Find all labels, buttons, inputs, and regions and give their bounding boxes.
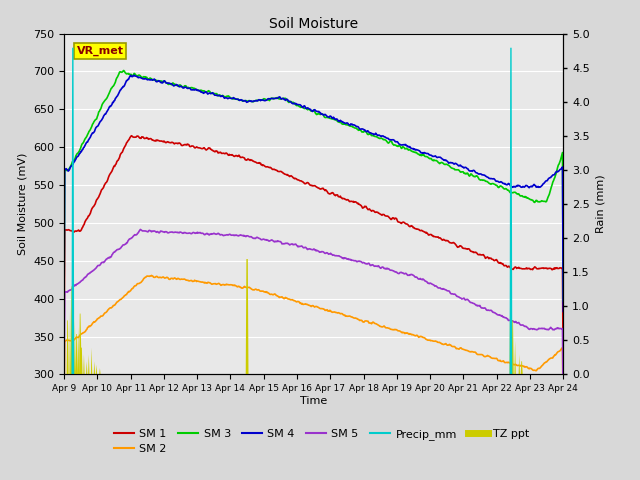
X-axis label: Time: Time xyxy=(300,396,327,406)
SM 4 xyxy=(198,90,206,96)
SM 2 xyxy=(172,276,180,282)
SM 4 xyxy=(374,132,382,138)
SM 3 xyxy=(69,158,77,164)
SM 3 xyxy=(374,135,382,141)
SM 4 xyxy=(389,137,397,143)
Line: SM 1: SM 1 xyxy=(64,136,563,380)
SM 4 xyxy=(559,309,567,314)
SM 2 xyxy=(60,425,68,431)
SM 2 xyxy=(69,337,77,343)
SM 4 xyxy=(131,72,138,78)
Text: VR_met: VR_met xyxy=(77,46,124,56)
SM 3 xyxy=(60,310,68,316)
SM 2 xyxy=(198,279,206,285)
SM 2 xyxy=(148,273,156,278)
SM 1 xyxy=(559,377,567,383)
SM 5 xyxy=(198,230,206,236)
SM 3 xyxy=(121,70,129,75)
SM 1 xyxy=(60,351,68,357)
Title: Soil Moisture: Soil Moisture xyxy=(269,17,358,31)
SM 3 xyxy=(172,82,180,87)
SM 3 xyxy=(559,299,567,304)
SM 4 xyxy=(120,83,128,88)
SM 1 xyxy=(389,215,397,221)
SM 1 xyxy=(198,146,206,152)
Line: SM 5: SM 5 xyxy=(64,229,563,420)
SM 5 xyxy=(120,242,128,248)
SM 3 xyxy=(389,142,397,147)
Line: SM 4: SM 4 xyxy=(64,75,563,314)
SM 3 xyxy=(198,88,206,94)
SM 2 xyxy=(389,327,397,333)
SM 4 xyxy=(60,311,68,317)
SM 2 xyxy=(374,323,382,328)
Y-axis label: Soil Moisture (mV): Soil Moisture (mV) xyxy=(17,153,28,255)
SM 5 xyxy=(136,227,144,232)
Legend: SM 1, SM 2, SM 3, SM 4, SM 5, Precip_mm, TZ ppt: SM 1, SM 2, SM 3, SM 4, SM 5, Precip_mm,… xyxy=(109,424,534,459)
SM 5 xyxy=(69,284,77,290)
SM 2 xyxy=(559,430,567,435)
SM 1 xyxy=(69,229,77,235)
Line: SM 2: SM 2 xyxy=(64,276,563,432)
SM 5 xyxy=(172,229,180,235)
SM 3 xyxy=(120,68,127,73)
SM 5 xyxy=(374,263,382,269)
SM 1 xyxy=(374,210,382,216)
SM 5 xyxy=(60,393,68,399)
SM 1 xyxy=(120,144,128,150)
SM 5 xyxy=(389,268,397,274)
SM 1 xyxy=(127,133,135,139)
SM 4 xyxy=(172,82,180,88)
SM 1 xyxy=(172,140,180,146)
Y-axis label: Rain (mm): Rain (mm) xyxy=(596,175,605,233)
SM 4 xyxy=(69,161,77,167)
SM 2 xyxy=(120,293,128,299)
SM 5 xyxy=(559,417,567,423)
Line: SM 3: SM 3 xyxy=(64,71,563,313)
